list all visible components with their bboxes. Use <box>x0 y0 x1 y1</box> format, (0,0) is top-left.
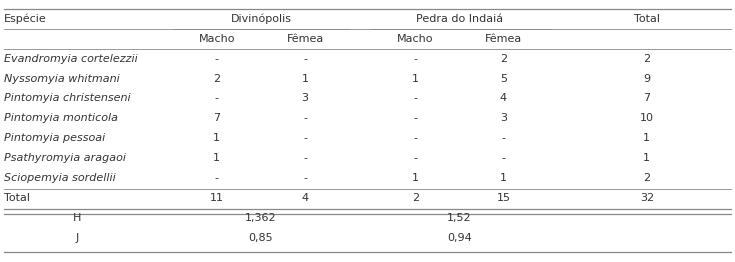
Text: 1: 1 <box>643 133 650 143</box>
Text: Fêmea: Fêmea <box>485 34 522 44</box>
Text: 2: 2 <box>412 193 419 203</box>
Text: 5: 5 <box>500 74 507 84</box>
Text: Pedra do Indaiá: Pedra do Indaiá <box>416 14 503 24</box>
Text: -: - <box>303 173 307 183</box>
Text: 2: 2 <box>643 54 650 64</box>
Text: 11: 11 <box>209 193 224 203</box>
Text: 1: 1 <box>643 153 650 163</box>
Text: 0,85: 0,85 <box>248 233 273 243</box>
Text: 1: 1 <box>213 153 220 163</box>
Text: -: - <box>303 54 307 64</box>
Text: -: - <box>303 113 307 123</box>
Text: Total: Total <box>634 14 660 24</box>
Text: J: J <box>76 233 79 243</box>
Text: -: - <box>501 153 506 163</box>
Text: Macho: Macho <box>397 34 434 44</box>
Text: Macho: Macho <box>198 34 235 44</box>
Text: 10: 10 <box>639 113 654 123</box>
Text: Fêmea: Fêmea <box>287 34 323 44</box>
Text: 15: 15 <box>496 193 511 203</box>
Text: -: - <box>215 173 219 183</box>
Text: Pintomyia christenseni: Pintomyia christenseni <box>4 94 130 103</box>
Text: Pintomyia monticola: Pintomyia monticola <box>4 113 118 123</box>
Text: 32: 32 <box>639 193 654 203</box>
Text: 1: 1 <box>213 133 220 143</box>
Text: Divinópolis: Divinópolis <box>231 14 291 24</box>
Text: 1: 1 <box>500 173 507 183</box>
Text: 3: 3 <box>301 94 309 103</box>
Text: -: - <box>501 133 506 143</box>
Text: -: - <box>303 133 307 143</box>
Text: 4: 4 <box>301 193 309 203</box>
Text: H: H <box>73 213 82 223</box>
Text: 1,52: 1,52 <box>447 213 472 223</box>
Text: -: - <box>413 153 417 163</box>
Text: Evandromyia cortelezzii: Evandromyia cortelezzii <box>4 54 137 64</box>
Text: 2: 2 <box>643 173 650 183</box>
Text: Total: Total <box>4 193 29 203</box>
Text: 1,362: 1,362 <box>245 213 277 223</box>
Text: 2: 2 <box>213 74 220 84</box>
Text: 0,94: 0,94 <box>447 233 472 243</box>
Text: -: - <box>215 94 219 103</box>
Text: -: - <box>413 113 417 123</box>
Text: 7: 7 <box>643 94 650 103</box>
Text: 4: 4 <box>500 94 507 103</box>
Text: 7: 7 <box>213 113 220 123</box>
Text: 1: 1 <box>412 173 419 183</box>
Text: -: - <box>303 153 307 163</box>
Text: Espécie: Espécie <box>4 14 46 24</box>
Text: Psathyromyia aragaoi: Psathyromyia aragaoi <box>4 153 126 163</box>
Text: -: - <box>413 94 417 103</box>
Text: 1: 1 <box>412 74 419 84</box>
Text: 3: 3 <box>500 113 507 123</box>
Text: Nyssomyia whitmani: Nyssomyia whitmani <box>4 74 119 84</box>
Text: -: - <box>215 54 219 64</box>
Text: -: - <box>413 133 417 143</box>
Text: 2: 2 <box>500 54 507 64</box>
Text: 9: 9 <box>643 74 650 84</box>
Text: Pintomyia pessoai: Pintomyia pessoai <box>4 133 105 143</box>
Text: -: - <box>413 54 417 64</box>
Text: 1: 1 <box>301 74 309 84</box>
Text: Sciopemyia sordellii: Sciopemyia sordellii <box>4 173 115 183</box>
